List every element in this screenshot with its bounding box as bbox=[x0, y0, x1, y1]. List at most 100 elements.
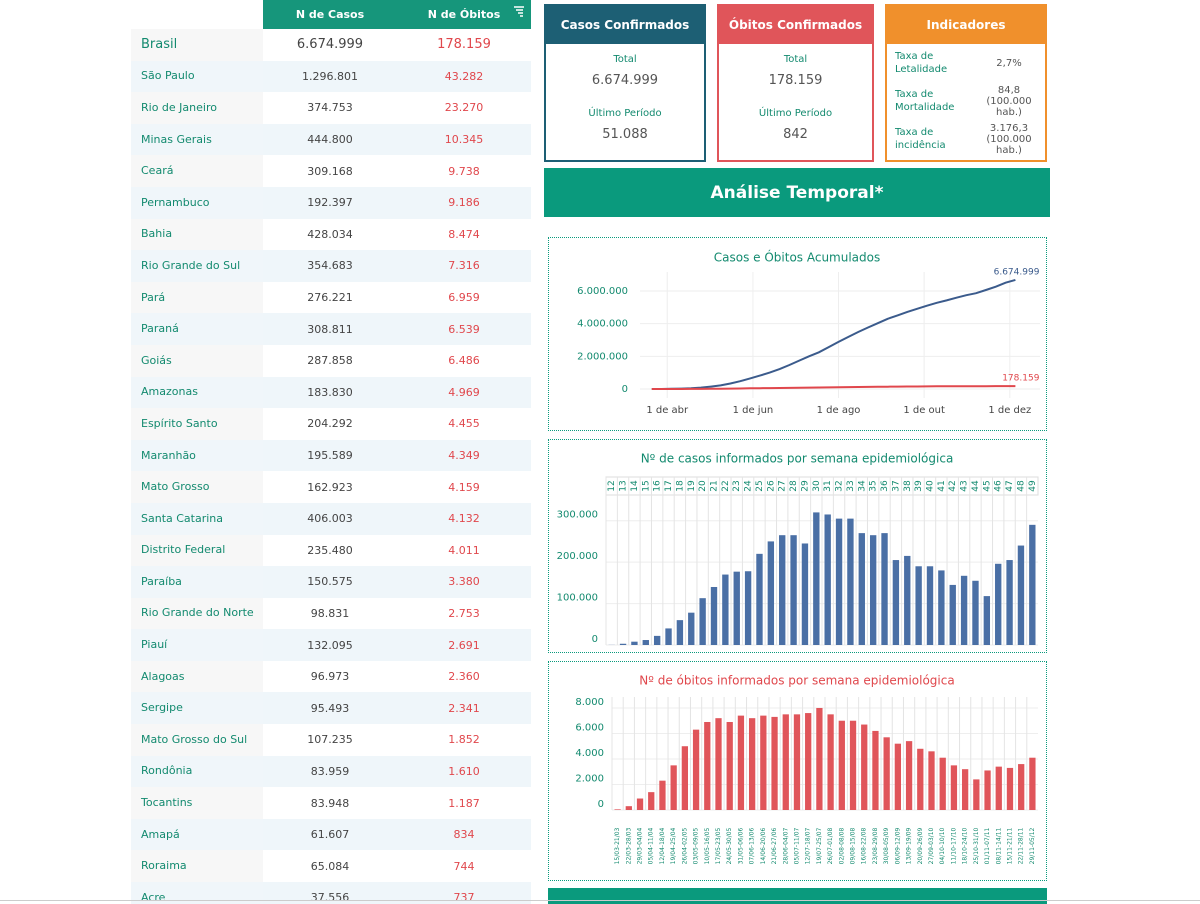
bar bbox=[813, 512, 820, 645]
table-row[interactable]: Pernambuco 192.397 9.186 bbox=[131, 186, 531, 219]
bar bbox=[1006, 767, 1014, 810]
table-row[interactable]: Brasil 6.674.999 178.159 bbox=[131, 29, 531, 61]
bar bbox=[636, 798, 644, 810]
state-name: Sergipe bbox=[131, 692, 263, 725]
table-row[interactable]: Distrito Federal 235.480 4.011 bbox=[131, 534, 531, 567]
bar bbox=[653, 635, 661, 645]
state-name: São Paulo bbox=[131, 60, 263, 93]
state-name: Paraná bbox=[131, 313, 263, 345]
bar bbox=[883, 737, 890, 810]
x-tick-label: 22/11-28/11 bbox=[1018, 827, 1025, 864]
bar bbox=[648, 792, 655, 810]
cases-count: 354.683 bbox=[263, 250, 397, 282]
bar bbox=[1029, 524, 1036, 645]
bar bbox=[858, 533, 865, 645]
table-row[interactable]: Tocantins 83.948 1.187 bbox=[131, 787, 531, 819]
cases-count: 287.858 bbox=[307, 354, 353, 368]
x-tick-label: 02/08-08/08 bbox=[838, 827, 845, 864]
table-row[interactable]: Espírito Santo 204.292 4.455 bbox=[131, 408, 531, 440]
x-tick-label: 49 bbox=[1028, 480, 1038, 492]
indicator-value-box: 2,7% bbox=[973, 58, 1045, 69]
cases-count: 83.959 bbox=[263, 755, 397, 788]
x-tick-label: 23/08-29/08 bbox=[872, 827, 879, 864]
table-row[interactable]: Paraíba 150.575 3.380 bbox=[131, 566, 531, 598]
table-row[interactable]: Sergipe 95.493 2.341 bbox=[131, 692, 531, 725]
table-row[interactable]: São Paulo 1.296.801 43.282 bbox=[131, 60, 531, 93]
cases-count: 406.003 bbox=[263, 502, 397, 535]
x-tick-label: 43 bbox=[960, 480, 970, 491]
state-name: Pará bbox=[131, 281, 263, 314]
table-row[interactable]: Paraná 308.811 6.539 bbox=[131, 313, 531, 345]
x-tick-label: 18/10-24/10 bbox=[962, 827, 969, 864]
table-row[interactable]: Roraima 65.084 744 bbox=[131, 850, 531, 883]
table-row[interactable]: Ceará 309.168 9.738 bbox=[131, 155, 531, 187]
cases-count: 98.831 bbox=[310, 606, 350, 620]
x-tick-label: 13/09-19/09 bbox=[906, 827, 913, 864]
table-row[interactable]: Rio Grande do Norte 98.831 2.753 bbox=[131, 597, 531, 630]
x-tick-label: 30/08-05/09 bbox=[883, 827, 890, 864]
bar bbox=[1029, 757, 1036, 810]
x-tick-label: 16 bbox=[653, 480, 663, 492]
table-row[interactable]: Bahia 428.034 8.474 bbox=[131, 218, 531, 251]
x-tick-label: 39 bbox=[914, 480, 924, 492]
table-row[interactable]: Alagoas 96.973 2.360 bbox=[131, 660, 531, 693]
table-row[interactable]: Maranhão 195.589 4.349 bbox=[131, 439, 531, 472]
table-row[interactable]: Rio Grande do Sul 354.683 7.316 bbox=[131, 250, 531, 282]
x-tick-label: 40 bbox=[926, 480, 936, 492]
table-row[interactable]: Amazonas 183.830 4.969 bbox=[131, 376, 531, 409]
card-title: Casos Confirmados bbox=[546, 6, 704, 44]
state-name: Rio Grande do Sul bbox=[131, 250, 263, 282]
table-row[interactable]: Amapá 61.607 834 bbox=[131, 818, 531, 851]
x-tick-label: 24/05-30/05 bbox=[726, 827, 733, 864]
header-blank bbox=[131, 0, 263, 29]
x-tick-label: 20/09-26/09 bbox=[917, 827, 924, 864]
table-row[interactable]: Santa Catarina 406.003 4.132 bbox=[131, 502, 531, 535]
y-tick-label: 6.000.000 bbox=[577, 286, 628, 297]
deaths-count: 834 bbox=[397, 818, 531, 851]
cases-count: 204.292 bbox=[307, 417, 353, 431]
column-header[interactable]: N de Casos bbox=[263, 0, 397, 29]
table-row[interactable]: Mato Grosso 162.923 4.159 bbox=[131, 471, 531, 503]
y-tick-label: 100.000 bbox=[557, 593, 598, 604]
table-row[interactable]: Rondônia 83.959 1.610 bbox=[131, 755, 531, 788]
table-row[interactable]: Mato Grosso do Sul 107.235 1.852 bbox=[131, 724, 531, 756]
x-tick-label: 37 bbox=[891, 480, 901, 491]
x-tick-label: 26 bbox=[766, 480, 776, 492]
bar bbox=[983, 596, 991, 645]
x-tick-label: 29 bbox=[800, 480, 810, 492]
filter-icon[interactable] bbox=[513, 5, 525, 17]
bar bbox=[801, 543, 809, 645]
x-tick-label: 17/05-23/05 bbox=[715, 827, 722, 864]
table-header: N de Casos N de Óbitos bbox=[131, 0, 531, 29]
y-tick-label: 200.000 bbox=[557, 551, 598, 562]
table-row[interactable]: Rio de Janeiro 374.753 23.270 bbox=[131, 92, 531, 124]
bar bbox=[861, 724, 868, 810]
x-tick-label: 10/05-16/05 bbox=[704, 827, 711, 864]
x-tick-label: 19/07-25/07 bbox=[816, 827, 823, 864]
bar bbox=[915, 566, 922, 645]
cases-count: 132.095 bbox=[263, 629, 397, 661]
x-tick-label: 19 bbox=[687, 480, 697, 492]
state-name: Mato Grosso bbox=[131, 471, 263, 503]
table-row[interactable]: Goiás 287.858 6.486 bbox=[131, 344, 531, 377]
column-header[interactable]: N de Óbitos bbox=[397, 0, 531, 29]
cases-count: 309.168 bbox=[307, 164, 353, 178]
bar bbox=[961, 769, 969, 810]
x-tick-label: 15/03-21/03 bbox=[614, 827, 621, 864]
deaths-count: 4.349 bbox=[397, 439, 531, 472]
cases-count: 61.607 bbox=[263, 818, 397, 851]
state-name: Distrito Federal bbox=[131, 534, 263, 567]
table-row[interactable]: Pará 276.221 6.959 bbox=[131, 281, 531, 314]
x-tick-label: 17 bbox=[664, 480, 674, 491]
card-title: Óbitos Confirmados bbox=[719, 6, 872, 44]
table-row[interactable]: Minas Gerais 444.800 10.345 bbox=[131, 123, 531, 156]
deaths-count: 6.486 bbox=[448, 354, 480, 368]
x-tick-label: 48 bbox=[1016, 480, 1026, 492]
table-row[interactable]: Piauí 132.095 2.691 bbox=[131, 629, 531, 661]
state-name: Paraíba bbox=[131, 566, 263, 598]
x-tick-label: 19/04-25/04 bbox=[670, 827, 677, 864]
bar bbox=[816, 707, 823, 810]
state-name: Amapá bbox=[131, 818, 263, 851]
x-tick-label: 1 de ago bbox=[817, 405, 861, 416]
